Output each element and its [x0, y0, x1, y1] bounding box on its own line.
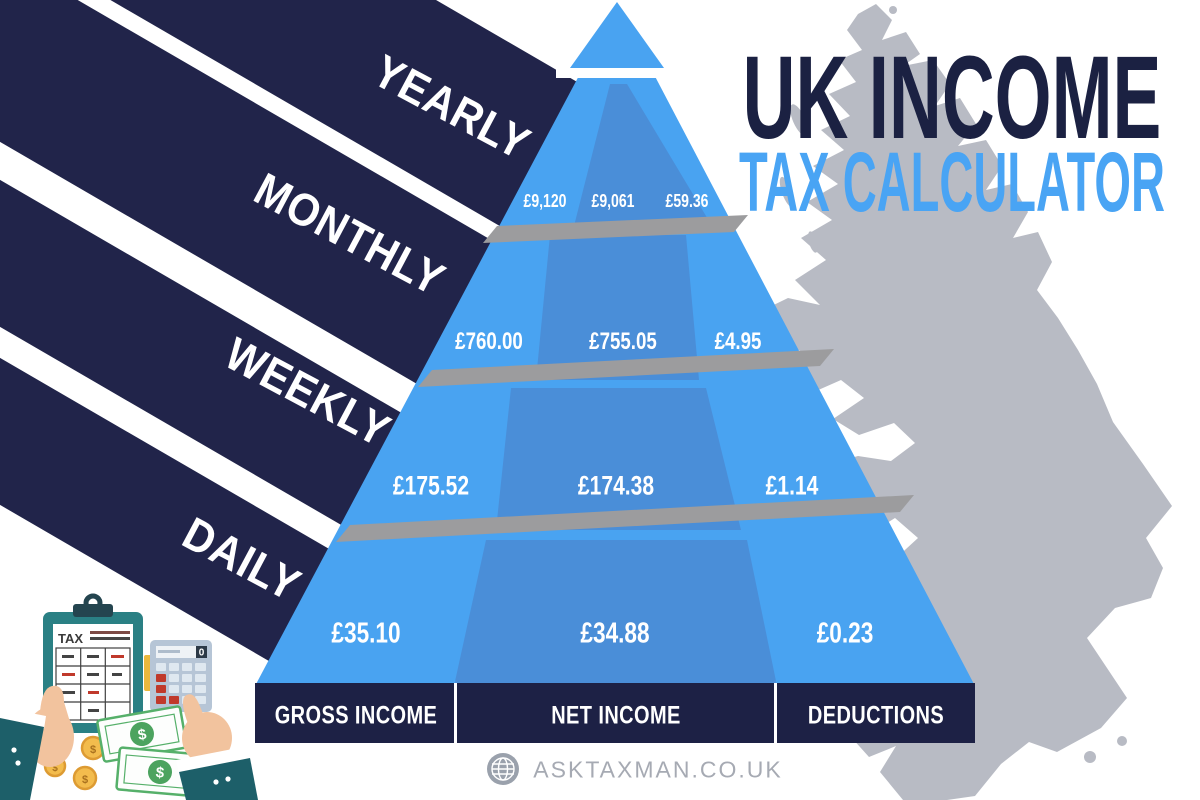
column-header-gross: GROSS INCOME	[274, 701, 438, 730]
money-bills-icon: $ $	[96, 705, 205, 798]
value-weekly-deductions: £1.14	[765, 470, 819, 501]
value-daily-net: £34.88	[580, 617, 650, 650]
column-header-bar	[255, 683, 975, 743]
column-header-net: NET INCOME	[551, 701, 681, 730]
value-weekly-gross: £175.52	[392, 470, 470, 501]
calculator-icon: 0	[150, 640, 212, 712]
svg-text:$: $	[52, 763, 58, 774]
uk-map-silhouette	[753, 4, 1172, 800]
value-weekly-net: £174.38	[577, 470, 655, 501]
tax-clipboard-icon: TAX	[43, 593, 143, 733]
value-daily-deductions: £0.23	[816, 617, 874, 650]
tier-separator-2	[418, 349, 834, 387]
svg-text:$: $	[155, 764, 165, 782]
pyramid-inner-monthly	[536, 235, 699, 380]
column-header-deductions: DEDUCTIONS	[807, 701, 945, 730]
value-yearly-deductions: £59.36	[665, 191, 709, 211]
value-monthly-gross: £760.00	[455, 328, 523, 355]
website-url: ASKTAXMAN.CO.UK	[533, 756, 783, 783]
pointing-hand-left-icon	[0, 685, 74, 800]
tier-separator-1	[483, 215, 748, 243]
value-daily-gross: £35.10	[331, 617, 401, 650]
value-monthly-deductions: £4.95	[714, 328, 762, 355]
pyramid-apex-cap	[570, 2, 664, 68]
value-yearly-gross: £9,120	[523, 191, 567, 211]
apex-gap	[556, 68, 676, 78]
calculator-display: 0	[199, 648, 205, 659]
page-title: UK INCOME	[742, 32, 1162, 164]
tier-separator-3	[336, 495, 914, 542]
pyramid	[255, 2, 975, 686]
value-yearly-net: £9,061	[591, 191, 635, 211]
pyramid-inner-yearly	[574, 84, 712, 226]
page-subtitle: TAX CALCULATOR	[739, 135, 1165, 229]
pyramid-inner-daily	[454, 540, 777, 686]
clipboard-title: TAX	[58, 631, 83, 646]
globe-icon	[487, 753, 519, 785]
pyramid-inner-weekly	[496, 388, 741, 530]
svg-text:$: $	[82, 774, 88, 786]
svg-text:$: $	[137, 726, 149, 744]
svg-text:$: $	[90, 744, 96, 756]
value-monthly-net: £755.05	[589, 328, 657, 355]
tax-illustration: 0 TAX	[0, 593, 258, 800]
pointing-hand-right-icon	[176, 694, 258, 800]
